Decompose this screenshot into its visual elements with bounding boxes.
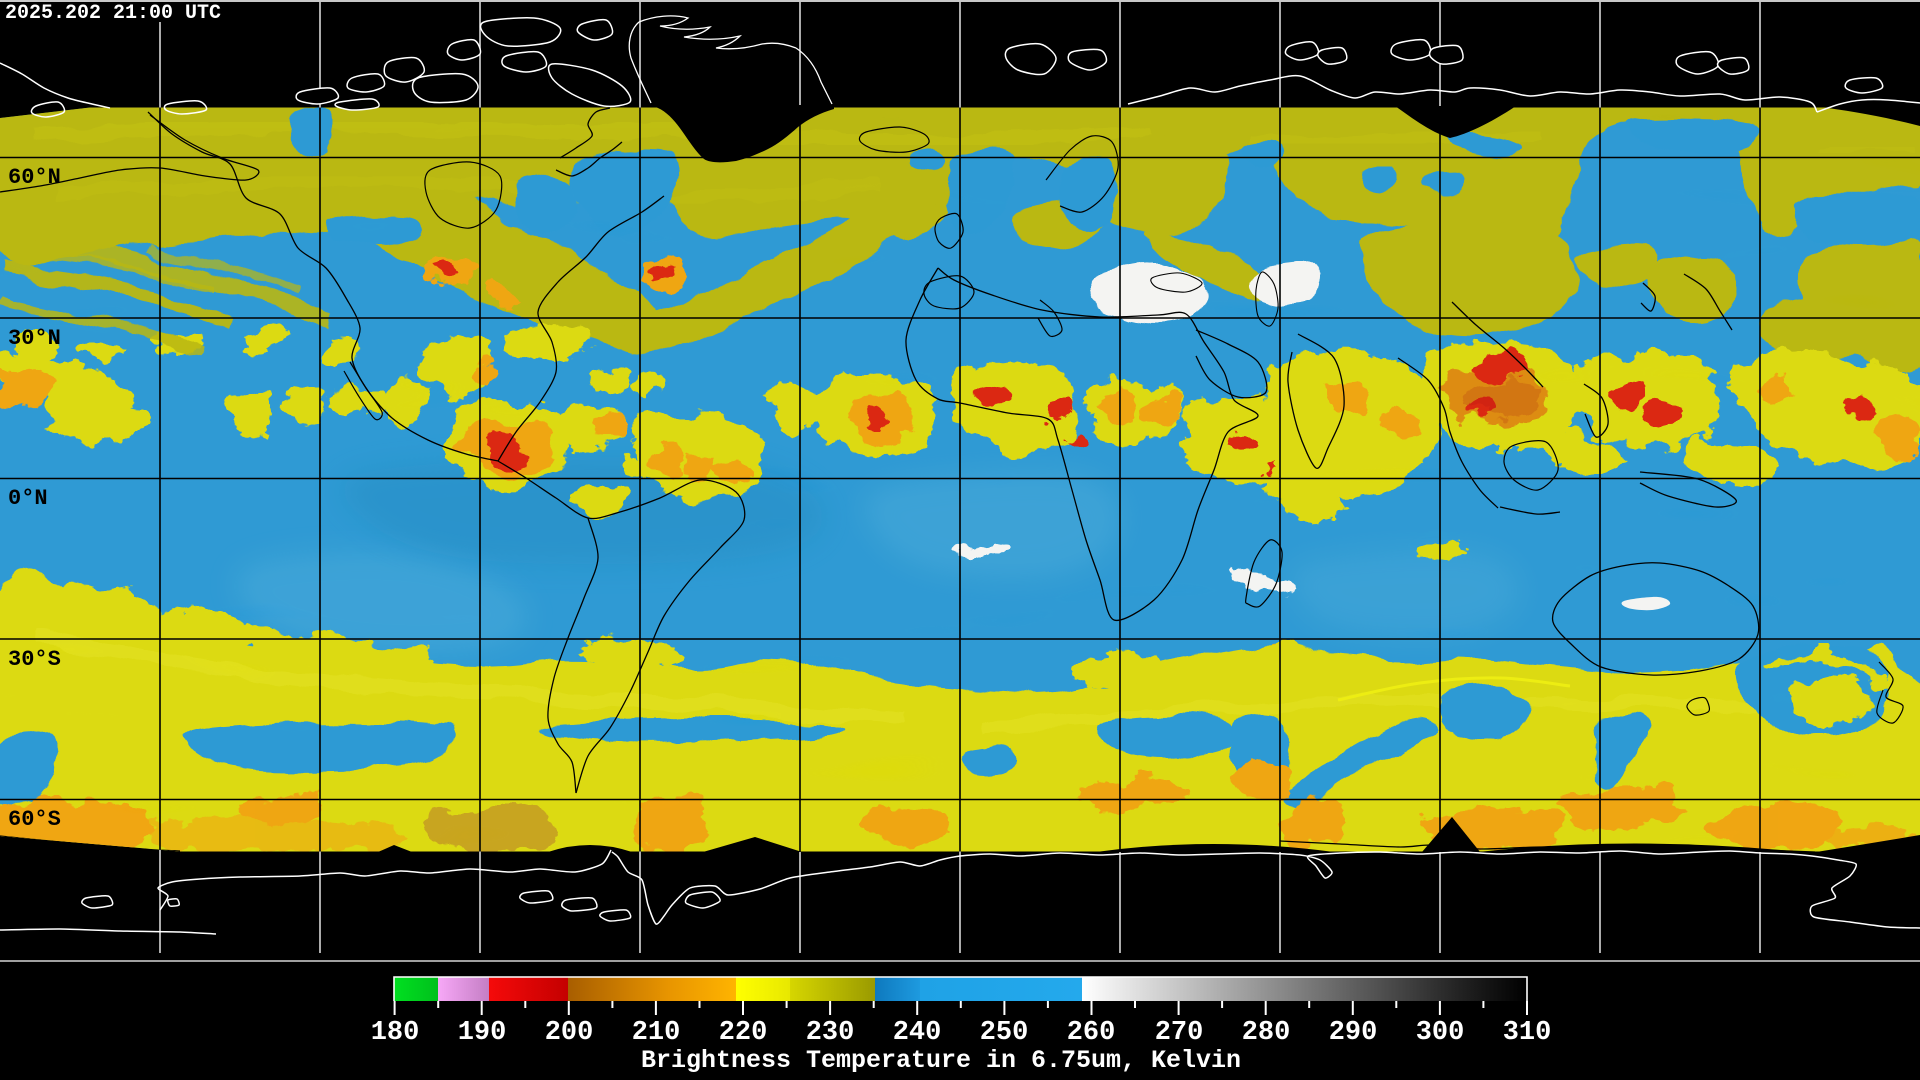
svg-text:210: 210 <box>632 1018 681 1048</box>
svg-text:200: 200 <box>545 1018 594 1048</box>
svg-text:240: 240 <box>893 1018 942 1048</box>
svg-text:Brightness Temperature in 6.75: Brightness Temperature in 6.75um, Kelvin <box>641 1046 1241 1075</box>
svg-text:0°N: 0°N <box>8 486 48 511</box>
svg-text:300: 300 <box>1416 1018 1465 1048</box>
svg-text:250: 250 <box>980 1018 1029 1048</box>
svg-text:180: 180 <box>371 1018 420 1048</box>
svg-text:190: 190 <box>458 1018 507 1048</box>
svg-text:270: 270 <box>1155 1018 1204 1048</box>
svg-text:260: 260 <box>1067 1018 1116 1048</box>
svg-text:60°S: 60°S <box>8 807 61 832</box>
svg-text:60°N: 60°N <box>8 165 61 190</box>
svg-text:2025.202 21:00 UTC: 2025.202 21:00 UTC <box>5 2 221 25</box>
svg-text:310: 310 <box>1503 1018 1552 1048</box>
svg-text:30°N: 30°N <box>8 326 61 351</box>
svg-text:230: 230 <box>806 1018 855 1048</box>
svg-text:280: 280 <box>1242 1018 1291 1048</box>
svg-text:290: 290 <box>1329 1018 1378 1048</box>
svg-text:220: 220 <box>719 1018 768 1048</box>
svg-text:30°S: 30°S <box>8 647 61 672</box>
